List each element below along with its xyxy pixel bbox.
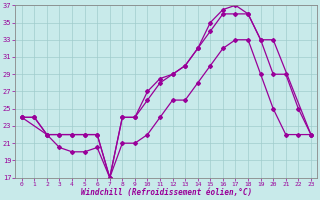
X-axis label: Windchill (Refroidissement éolien,°C): Windchill (Refroidissement éolien,°C) xyxy=(81,188,252,197)
